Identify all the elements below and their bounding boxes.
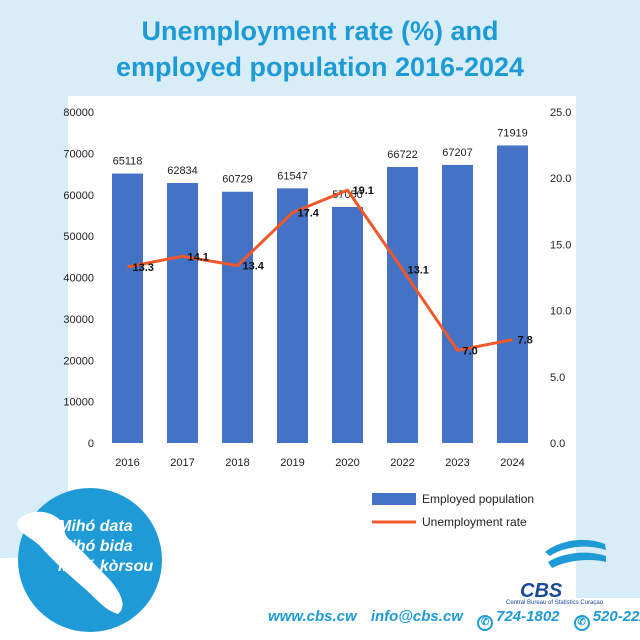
line-value-label: 14.1 bbox=[188, 251, 209, 263]
slogan-line-2: Mihó bida bbox=[58, 538, 133, 555]
x-tick-label: 2019 bbox=[280, 457, 304, 469]
line-value-label: 7.8 bbox=[518, 335, 533, 347]
bar bbox=[442, 164, 473, 443]
legend-label-bar: Employed population bbox=[422, 492, 534, 506]
x-tick-label: 2017 bbox=[170, 457, 194, 469]
footer-contacts: www.cbs.cw info@cbs.cw ✆ 724-1802 ✆ 520-22… bbox=[268, 608, 640, 631]
unemployment-line bbox=[127, 188, 513, 352]
cbs-logo-icon bbox=[545, 539, 606, 568]
bar-value-label: 67207 bbox=[442, 147, 473, 159]
chart-title-line2: employed population 2016-2024 bbox=[115, 52, 525, 82]
right-tick-label: 10.0 bbox=[550, 306, 571, 318]
line-value-label: 19.1 bbox=[353, 185, 374, 197]
x-tick-label: 2022 bbox=[390, 457, 414, 469]
bar bbox=[332, 206, 363, 443]
phone-number-1: 724-1802 bbox=[496, 608, 560, 625]
island-map-icon bbox=[17, 511, 123, 614]
x-tick-label: 2016 bbox=[115, 457, 139, 469]
left-tick-label: 70000 bbox=[63, 148, 94, 160]
left-tick-label: 0 bbox=[88, 438, 94, 450]
left-axis-ticks: 0 10000 20000 30000 40000 50000 60000 70000 8000… bbox=[63, 107, 94, 450]
chart-title-line1: Unemployment rate (%) and bbox=[141, 16, 499, 46]
website-link[interactable]: www.cbs.cw bbox=[268, 608, 357, 625]
bar-value-label: 62834 bbox=[167, 165, 198, 177]
slogan-line-1: Mihó data bbox=[58, 518, 133, 535]
bar bbox=[222, 191, 253, 443]
right-tick-label: 25.0 bbox=[550, 107, 571, 119]
left-tick-label: 20000 bbox=[63, 355, 94, 367]
slogan-line-3: Mihó kòrsou bbox=[58, 558, 154, 575]
bar bbox=[167, 183, 198, 443]
legend-label-line: Unemployment rate bbox=[422, 515, 527, 529]
line-value-label: 13.4 bbox=[243, 261, 265, 273]
x-axis-ticks: 2016 2017 2018 2019 2020 2022 2023 2024 bbox=[115, 457, 524, 469]
left-tick-label: 40000 bbox=[63, 273, 94, 285]
bar-value-label: 61547 bbox=[277, 170, 308, 182]
left-tick-label: 50000 bbox=[63, 231, 94, 243]
line-value-label: 13.3 bbox=[133, 262, 154, 274]
bar bbox=[112, 173, 143, 443]
right-tick-label: 20.0 bbox=[550, 173, 571, 185]
bar bbox=[277, 188, 308, 443]
bar-value-label: 60729 bbox=[222, 174, 253, 186]
whatsapp-icon: ✆ bbox=[573, 615, 590, 631]
right-tick-label: 5.0 bbox=[550, 372, 565, 384]
line-value-label: 17.4 bbox=[298, 208, 320, 220]
phone-number-2: 520-2227 bbox=[592, 608, 640, 625]
bar-series bbox=[112, 145, 528, 444]
email-link[interactable]: info@cbs.cw bbox=[370, 608, 463, 625]
line-value-label: 7.0 bbox=[463, 345, 478, 357]
x-tick-label: 2018 bbox=[225, 457, 249, 469]
bar bbox=[497, 145, 528, 444]
left-tick-label: 10000 bbox=[63, 397, 94, 409]
bar-value-label: 71919 bbox=[497, 127, 528, 139]
line-value-label: 13.1 bbox=[408, 265, 429, 277]
line-labels: 13.3 14.1 13.4 17.4 19.1 13.1 7.0 7.8 bbox=[133, 185, 533, 357]
phone-icon: ✆ bbox=[477, 615, 494, 631]
left-tick-label: 80000 bbox=[63, 107, 94, 119]
left-tick-label: 60000 bbox=[63, 190, 94, 202]
bar-value-label: 65118 bbox=[113, 156, 143, 168]
x-tick-label: 2020 bbox=[335, 457, 359, 469]
x-tick-label: 2024 bbox=[500, 457, 524, 469]
right-tick-label: 0.0 bbox=[550, 438, 565, 450]
right-axis-ticks: 0.0 5.0 10.0 15.0 20.0 25.0 bbox=[550, 107, 571, 450]
x-tick-label: 2023 bbox=[445, 457, 469, 469]
legend: Employed population Unemployment rate bbox=[372, 492, 534, 529]
cbs-logo-text: CBS bbox=[520, 580, 563, 602]
bar-value-label: 66722 bbox=[387, 149, 418, 161]
cbs-logo-subtitle: Central Bureau of Statistics Curaçao bbox=[506, 600, 604, 606]
right-tick-label: 15.0 bbox=[550, 239, 571, 251]
bar bbox=[387, 166, 418, 443]
left-tick-label: 30000 bbox=[63, 314, 94, 326]
legend-swatch-bar bbox=[372, 493, 416, 505]
